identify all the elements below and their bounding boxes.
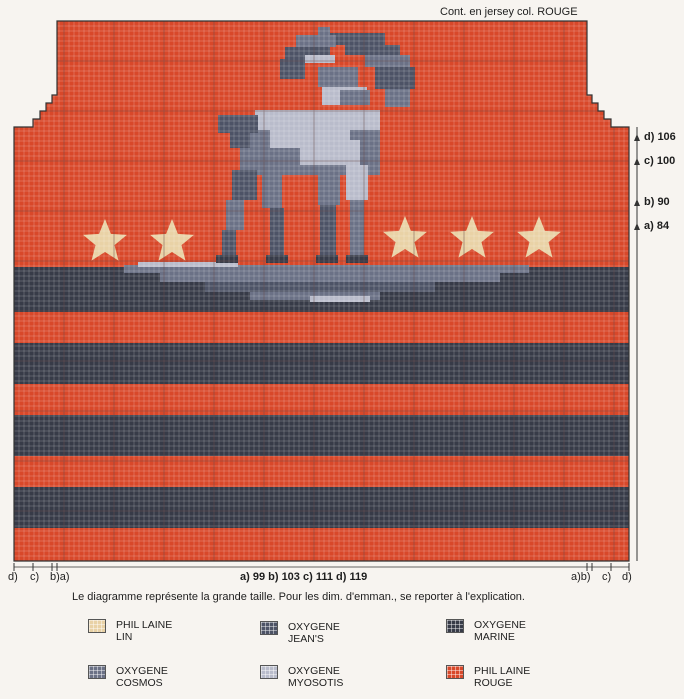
neck-1 <box>318 67 358 87</box>
front-leg-2 <box>320 205 336 260</box>
head-1 <box>296 35 336 47</box>
legend-swatch-marine <box>446 619 464 633</box>
front-leg-4 <box>350 200 364 260</box>
mane-3 <box>365 55 410 67</box>
ground-shadow-2 <box>160 272 500 282</box>
legend-label-lin-line2: LIN <box>116 631 133 643</box>
mark-bottom-right-ab: a)b) <box>571 571 591 583</box>
star-5 <box>517 216 561 258</box>
hoof-1 <box>216 255 238 263</box>
legend-label-myosotis-line1: OXYGENE <box>288 665 340 677</box>
stripe-2 <box>14 343 629 384</box>
ground-shadow-6 <box>310 296 370 302</box>
stripe-4 <box>14 487 629 528</box>
hind-leg-5 <box>270 208 284 258</box>
edge-ticks <box>13 127 640 571</box>
mane-2 <box>345 45 400 55</box>
legend-label-marine-line1: OXYGENE <box>474 619 526 631</box>
front-leg-3 <box>346 165 368 200</box>
star-2 <box>150 219 194 261</box>
legend-swatch-lin <box>88 619 106 633</box>
mane-5 <box>385 89 410 107</box>
tick-b-90 <box>634 199 640 206</box>
ground-shadow-3 <box>205 282 435 292</box>
legend-label-jeans-line1: OXYGENE <box>288 621 340 633</box>
star-1 <box>83 219 127 261</box>
grid-fine-lines <box>14 21 629 561</box>
mark-bottom-left-ba: b)a) <box>50 571 70 583</box>
mark-bottom-left-d: d) <box>8 571 18 583</box>
mark-bottom-right-d: d) <box>622 571 632 583</box>
ground-shadow-5 <box>138 262 238 267</box>
hind-leg-1 <box>232 170 257 200</box>
tick-d-106 <box>634 134 640 141</box>
ear <box>318 27 330 37</box>
ground-shadow-1 <box>124 265 529 273</box>
body-4 <box>300 140 360 165</box>
neck-3 <box>340 90 370 105</box>
legend-label-cosmos-line1: OXYGENE <box>116 665 168 677</box>
hind-leg-3 <box>222 230 236 260</box>
legend-label-marine-line2: MARINE <box>474 631 515 643</box>
mark-bottom-center: a) 99 b) 103 c) 111 d) 119 <box>240 571 368 583</box>
hoof-4 <box>346 255 368 263</box>
legend-swatch-rouge <box>446 665 464 679</box>
tick-c-100 <box>634 158 640 165</box>
mark-c-100: c) 100 <box>644 155 676 167</box>
stripe-3 <box>14 415 629 456</box>
mark-b-90: b) 90 <box>644 196 670 208</box>
mane-4 <box>375 67 415 89</box>
diagram-caption: Le diagramme représente la grande taille… <box>72 591 525 603</box>
legend-label-lin-line1: PHIL LAINE <box>116 619 173 631</box>
head-3 <box>280 59 305 79</box>
legend-swatch-myosotis <box>260 665 278 679</box>
front-leg-1 <box>318 170 340 205</box>
chart-grid <box>14 21 629 561</box>
grid-major-lines <box>14 21 629 561</box>
legend-label-rouge-line2: ROUGE <box>474 677 513 689</box>
mark-d-106: d) 106 <box>644 131 676 143</box>
legend-label-jeans-line2: JEAN'S <box>288 633 324 645</box>
tick-a-84 <box>634 223 640 230</box>
legend-swatch-cosmos <box>88 665 106 679</box>
star-motifs <box>83 216 561 261</box>
hind-leg-4 <box>262 168 282 208</box>
legend-label-myosotis-line2: MYOSOTIS <box>288 677 344 689</box>
legend-label-cosmos-line2: COSMOS <box>116 677 163 689</box>
mark-a-84: a) 84 <box>644 220 670 232</box>
continuation-note: Cont. en jersey col. ROUGE <box>440 6 578 18</box>
horse-motif <box>124 27 529 302</box>
tail-1 <box>218 115 258 133</box>
hind-leg-2 <box>226 200 244 230</box>
tail-2 <box>230 133 250 148</box>
legend-label-rouge-line1: PHIL LAINE <box>474 665 531 677</box>
hoof-2 <box>266 255 288 263</box>
legend-swatch-jeans <box>260 621 278 635</box>
mark-bottom-right-c: c) <box>602 571 612 583</box>
hoof-3 <box>316 255 338 263</box>
head-4 <box>305 55 335 63</box>
chart-outline-path <box>13 20 630 562</box>
star-4 <box>450 216 494 258</box>
star-3 <box>383 216 427 258</box>
mark-bottom-left-c: c) <box>30 571 40 583</box>
chart-outline <box>13 20 630 562</box>
mane-1 <box>330 33 385 45</box>
